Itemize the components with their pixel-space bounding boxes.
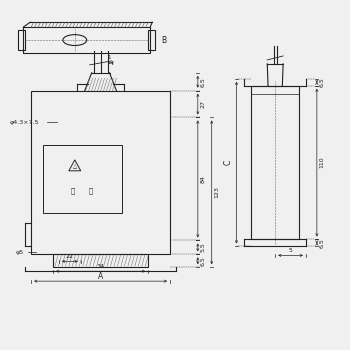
- Text: 6.5: 6.5: [200, 256, 205, 266]
- Bar: [251, 86, 299, 239]
- Bar: [43, 145, 122, 213]
- Text: 板: 板: [89, 188, 93, 194]
- Text: 6.5: 6.5: [319, 238, 324, 248]
- Text: φ4.3×7.5: φ4.3×7.5: [9, 120, 39, 125]
- Bar: [148, 30, 155, 50]
- Text: △: △: [73, 163, 77, 168]
- Bar: [31, 91, 170, 254]
- Text: 5.5: 5.5: [200, 243, 205, 252]
- Bar: [53, 254, 148, 267]
- Text: 1: 1: [108, 55, 111, 61]
- Text: A: A: [98, 272, 103, 281]
- Text: 84: 84: [200, 175, 205, 183]
- Text: 110: 110: [319, 157, 324, 168]
- Text: 6.5: 6.5: [319, 77, 324, 87]
- Text: 34: 34: [97, 264, 105, 269]
- Text: B: B: [161, 36, 167, 44]
- Text: 22: 22: [66, 254, 74, 259]
- Text: 5: 5: [289, 248, 293, 253]
- Text: 銘: 銘: [71, 188, 75, 194]
- Text: 6.5: 6.5: [200, 77, 205, 86]
- Text: 123: 123: [214, 187, 219, 198]
- Bar: [23, 27, 150, 53]
- Text: φ5: φ5: [15, 250, 23, 255]
- Bar: [18, 30, 25, 50]
- Text: 27: 27: [200, 100, 205, 108]
- Text: C: C: [224, 160, 233, 165]
